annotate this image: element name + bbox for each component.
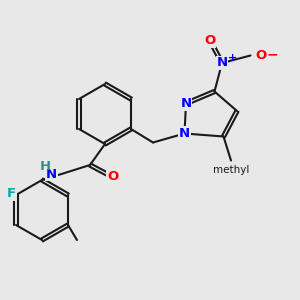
Text: N: N [180, 97, 192, 110]
Text: O: O [204, 34, 216, 47]
Text: N: N [46, 167, 57, 181]
Text: N: N [216, 56, 228, 70]
Text: +: + [227, 52, 237, 63]
Text: −: − [267, 47, 279, 61]
Text: N: N [179, 127, 190, 140]
Text: H: H [39, 160, 51, 173]
Text: O: O [255, 49, 266, 62]
Text: O: O [107, 170, 118, 184]
Text: F: F [7, 187, 16, 200]
Text: methyl: methyl [213, 165, 249, 175]
